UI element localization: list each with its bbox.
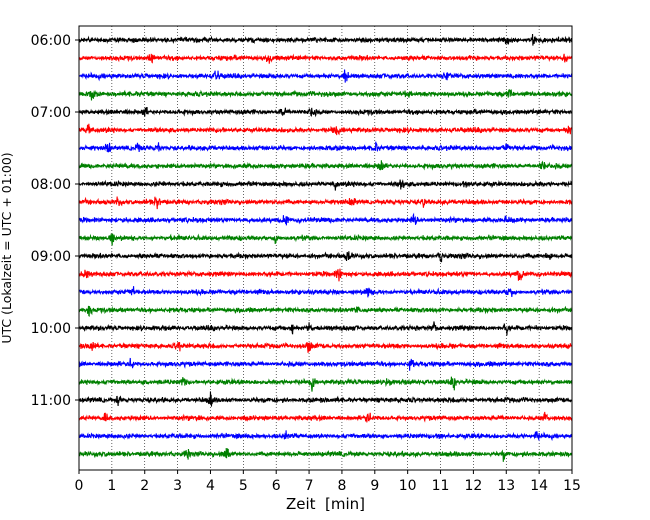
trace-line [78, 179, 573, 191]
trace-line [78, 357, 573, 371]
plot-frame [78, 25, 573, 471]
trace-line [78, 141, 573, 153]
y-axis: 06:00 07:00 08:00 09:00 10:00 11:00 [31, 33, 79, 409]
trace-line [78, 391, 573, 407]
trace-lines [78, 33, 573, 462]
y-tick-label: 07:00 [31, 105, 71, 121]
x-tick-label: 9 [370, 478, 379, 494]
y-tick-label: 11:00 [31, 393, 71, 409]
x-axis: 0 1 2 3 4 5 6 7 8 9 10 11 12 13 14 15 [75, 470, 581, 494]
grid-lines [111, 26, 540, 470]
x-tick-label: 5 [239, 478, 248, 494]
trace-line [78, 233, 573, 246]
trace-line [78, 160, 573, 171]
x-tick-label: 0 [75, 478, 84, 494]
trace-line [78, 33, 573, 46]
x-tick-label: 15 [563, 478, 581, 494]
trace-line [78, 212, 573, 226]
trace-line [78, 89, 573, 101]
y-axis-label: UTC (Lokalzeit = UTC + 01:00) [0, 152, 14, 343]
trace-line [78, 305, 573, 317]
trace-line [78, 447, 573, 462]
y-tick-label: 08:00 [31, 177, 71, 193]
trace-line [78, 123, 573, 136]
x-tick-label: 7 [305, 478, 314, 494]
x-tick-label: 6 [272, 478, 281, 494]
y-tick-label: 09:00 [31, 249, 71, 265]
x-tick-label: 13 [497, 478, 515, 494]
x-axis-label: Zeit [min] [286, 495, 365, 513]
trace-line [78, 430, 573, 442]
x-tick-label: 10 [399, 478, 417, 494]
trace-line [78, 107, 573, 118]
trace-line [78, 69, 573, 83]
trace-line [78, 268, 573, 282]
trace-line [78, 376, 573, 392]
x-tick-label: 14 [530, 478, 548, 494]
x-tick-label: 1 [107, 478, 116, 494]
x-tick-label: 4 [206, 478, 215, 494]
x-tick-label: 8 [337, 478, 346, 494]
x-tick-label: 11 [432, 478, 450, 494]
trace-line [78, 251, 573, 263]
trace-line [78, 411, 573, 423]
trace-line [78, 53, 573, 64]
x-tick-label: 2 [140, 478, 149, 494]
trace-line [78, 341, 573, 353]
y-tick-label: 10:00 [31, 321, 71, 337]
trace-line [78, 196, 573, 210]
x-tick-label: 3 [173, 478, 182, 494]
trace-line [78, 286, 573, 298]
y-tick-label: 06:00 [31, 33, 71, 49]
trace-line [78, 321, 573, 336]
x-tick-label: 12 [464, 478, 482, 494]
